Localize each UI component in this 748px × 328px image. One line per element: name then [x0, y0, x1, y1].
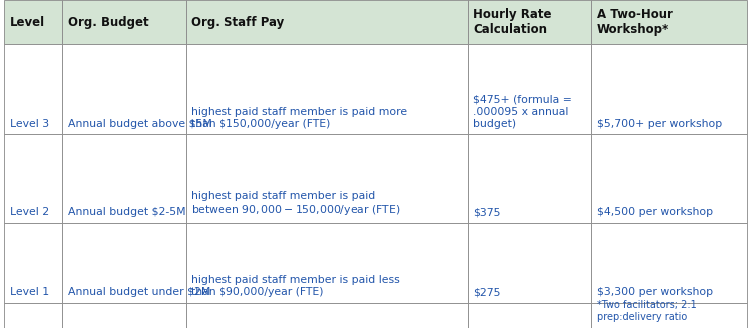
Bar: [4, 0, 62, 44]
Bar: [62, 223, 186, 303]
Bar: [186, 134, 468, 223]
Text: Level: Level: [10, 16, 45, 29]
Text: A Two-Hour
Workshop*: A Two-Hour Workshop*: [597, 8, 672, 36]
Bar: [591, 134, 747, 223]
Text: Org. Staff Pay: Org. Staff Pay: [191, 16, 285, 29]
Bar: [591, 223, 747, 303]
Text: highest paid staff member is paid
between $90,000-$150,000/year (FTE): highest paid staff member is paid betwee…: [191, 191, 401, 217]
Text: Annual budget above $5M: Annual budget above $5M: [68, 119, 212, 129]
Bar: [4, 44, 62, 134]
Text: Level 3: Level 3: [10, 119, 49, 129]
Text: Annual budget under $2M: Annual budget under $2M: [68, 288, 210, 297]
Bar: [186, 44, 468, 134]
Bar: [186, 303, 468, 328]
Bar: [468, 44, 591, 134]
Bar: [591, 0, 747, 44]
Text: Level 2: Level 2: [10, 207, 49, 217]
Text: $4,500 per workshop: $4,500 per workshop: [597, 207, 713, 217]
Text: $5,700+ per workshop: $5,700+ per workshop: [597, 119, 722, 129]
Bar: [468, 303, 591, 328]
Bar: [62, 303, 186, 328]
Text: Annual budget $2-5M: Annual budget $2-5M: [68, 207, 186, 217]
Text: Org. Budget: Org. Budget: [68, 16, 149, 29]
Text: $375: $375: [473, 207, 501, 217]
Text: $275: $275: [473, 288, 501, 297]
Text: *Two facilitators; 2:1
prep:delivery ratio: *Two facilitators; 2:1 prep:delivery rat…: [597, 300, 696, 322]
Bar: [4, 223, 62, 303]
Bar: [186, 223, 468, 303]
Text: highest paid staff member is paid less
than $90,000/year (FTE): highest paid staff member is paid less t…: [191, 276, 400, 297]
Bar: [62, 0, 186, 44]
Bar: [186, 0, 468, 44]
Bar: [468, 134, 591, 223]
Bar: [4, 134, 62, 223]
Bar: [62, 134, 186, 223]
Text: highest paid staff member is paid more
than $150,000/year (FTE): highest paid staff member is paid more t…: [191, 107, 408, 129]
Text: Hourly Rate
Calculation: Hourly Rate Calculation: [473, 8, 552, 36]
Text: $3,300 per workshop: $3,300 per workshop: [597, 288, 713, 297]
Bar: [4, 303, 62, 328]
Bar: [591, 44, 747, 134]
Bar: [468, 223, 591, 303]
Text: $475+ (formula =
.000095 x annual
budget): $475+ (formula = .000095 x annual budget…: [473, 94, 572, 129]
Bar: [468, 0, 591, 44]
Bar: [62, 44, 186, 134]
Text: Level 1: Level 1: [10, 288, 49, 297]
Bar: [591, 303, 747, 328]
